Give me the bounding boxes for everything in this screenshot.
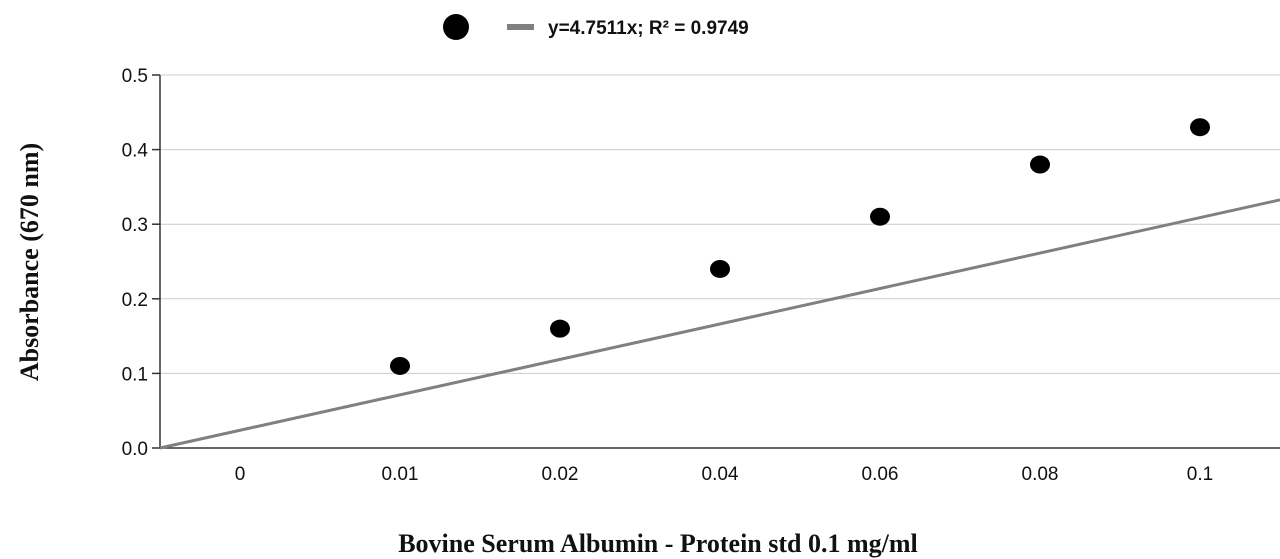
data-point (870, 207, 890, 226)
x-tick-labels: 0 0.01 0.02 0.04 0.06 0.08 0.1 (235, 464, 1214, 485)
gridlines (152, 74, 1280, 449)
data-point (550, 319, 570, 338)
x-tick-label: 0.1 (1187, 464, 1213, 485)
x-tick-label: 0.08 (1022, 464, 1059, 485)
data-point (710, 259, 730, 278)
x-tick-label: 0 (235, 464, 246, 485)
y-axis-title: Absorbance (670 nm) (15, 143, 44, 381)
x-tick-label: 0.01 (382, 464, 419, 485)
y-tick-label: 0.4 (122, 141, 149, 162)
trendline-layer (159, 198, 1280, 450)
legend-marker-series (443, 14, 469, 40)
y-tick-label: 0.2 (122, 290, 148, 311)
x-axis-title: Bovine Serum Albumin - Protein std 0.1 m… (398, 529, 918, 558)
legend: y=4.7511x; R² = 0.9749 (443, 14, 749, 40)
axes (159, 75, 1280, 449)
data-points (390, 118, 1210, 375)
x-tick-label: 0.04 (702, 464, 739, 485)
data-point (1190, 118, 1210, 137)
data-point (1030, 155, 1050, 174)
legend-trendline-label: y=4.7511x; R² = 0.9749 (548, 18, 749, 39)
y-tick-label: 0.0 (122, 439, 148, 460)
x-tick-label: 0.02 (542, 464, 579, 485)
y-tick-labels: 0.0 0.1 0.2 0.3 0.4 0.5 (122, 66, 149, 460)
data-point (390, 356, 410, 375)
trendline (159, 198, 1280, 450)
y-tick-label: 0.1 (122, 364, 148, 385)
y-tick-label: 0.5 (122, 66, 148, 87)
x-tick-label: 0.06 (862, 464, 899, 485)
y-tick-label: 0.3 (122, 215, 148, 236)
